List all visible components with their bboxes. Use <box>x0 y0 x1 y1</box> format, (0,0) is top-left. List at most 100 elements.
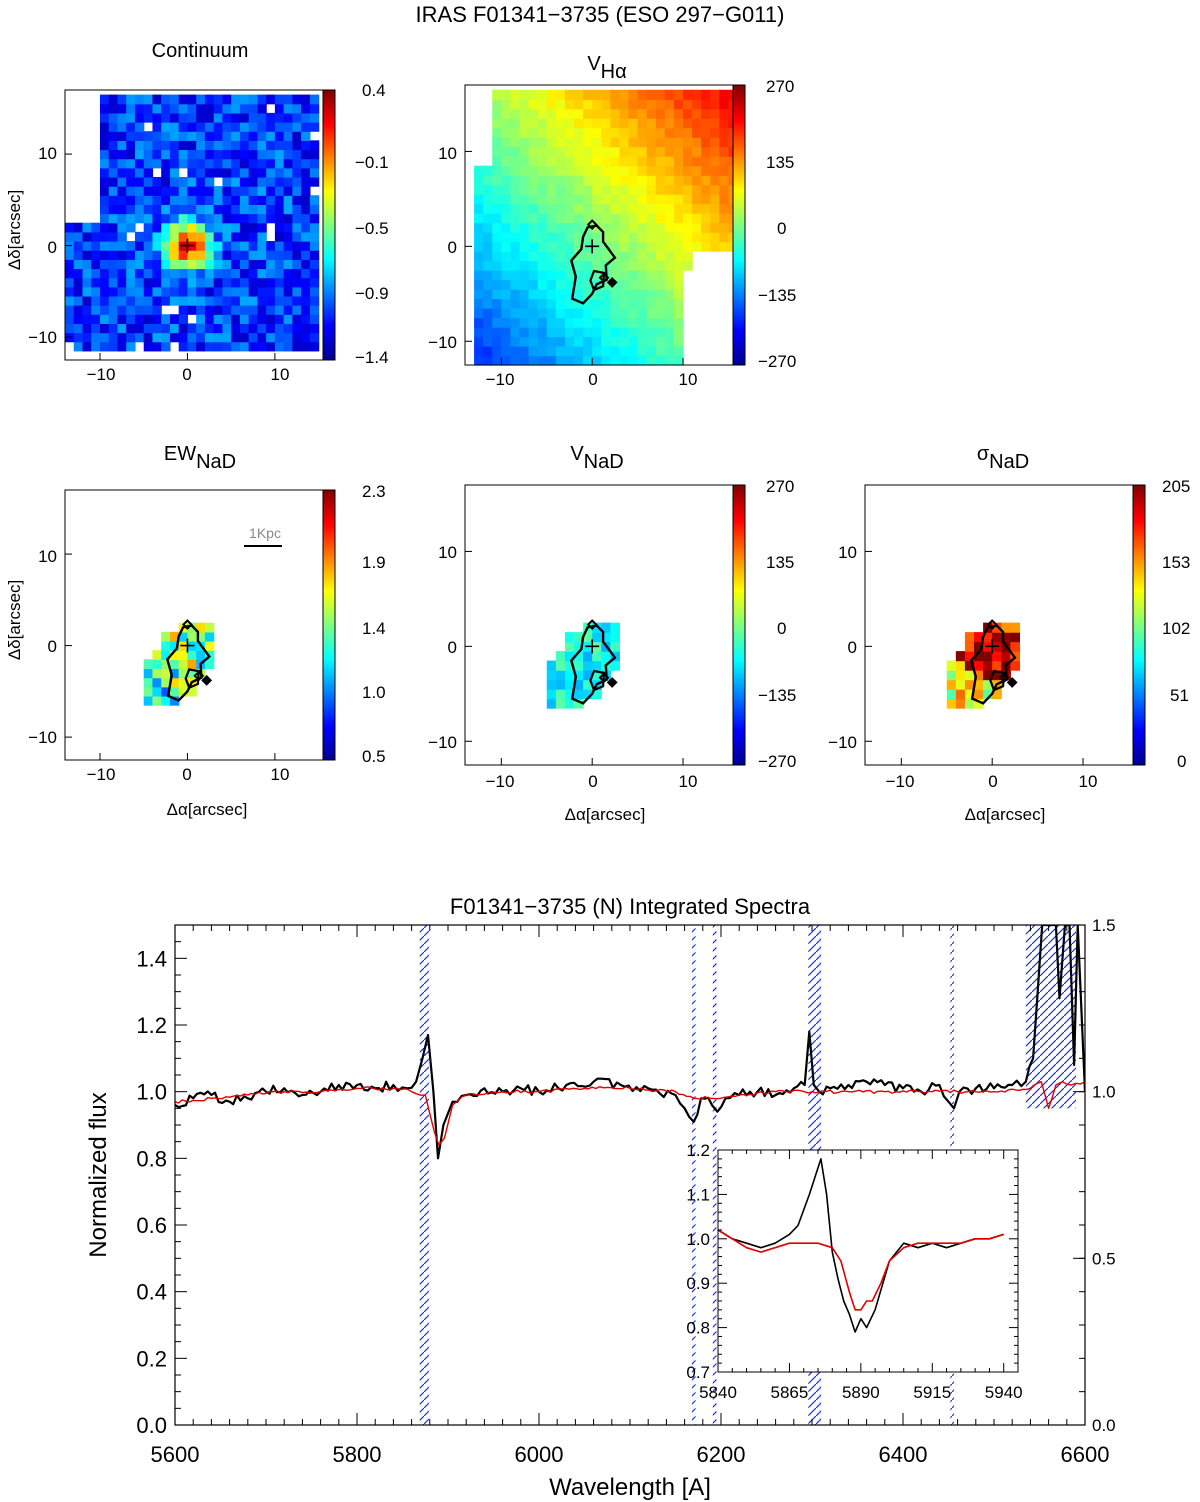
map-cell-59 <box>99 323 110 334</box>
map-cell-372 <box>91 222 101 233</box>
map-cell-97 <box>519 317 530 328</box>
knot-marker-southeast <box>606 677 618 688</box>
map-cell-237 <box>161 268 171 279</box>
map-cell-410 <box>619 203 630 214</box>
map-cell-519 <box>99 167 110 178</box>
map-cell-60 <box>108 323 119 334</box>
map-cell-715 <box>619 99 630 110</box>
map-cell-663 <box>637 118 648 129</box>
map-cell-628 <box>564 127 575 138</box>
map-cell-126 <box>574 308 584 319</box>
map-cell-164 <box>283 295 293 306</box>
map-cell-394 <box>474 203 484 214</box>
map-cell-277 <box>683 251 693 262</box>
map-cell-83 <box>601 327 611 338</box>
map-cell-556 <box>646 156 657 167</box>
map-cell-176 <box>134 286 145 297</box>
map-cell-440 <box>266 204 276 215</box>
map-cell-623 <box>152 131 162 141</box>
map-cell-389 <box>248 222 259 233</box>
map-cell-315 <box>82 241 92 251</box>
map-cell-453 <box>483 184 493 195</box>
map-cell-489 <box>546 175 557 186</box>
map-cell-11 <box>152 677 162 688</box>
velocity-halpha-colorbar: 270 135 0 −135 −270 <box>732 77 796 371</box>
map-cell-576 <box>583 146 593 157</box>
map-cell-530 <box>655 165 666 176</box>
map-cell-553 <box>196 158 206 169</box>
map-cell-681 <box>239 112 250 123</box>
map-cell-194 <box>292 286 302 297</box>
map-cell-662 <box>292 122 302 132</box>
map-cell-605 <box>213 140 224 151</box>
map-cell-179 <box>637 289 648 300</box>
map-cell-5 <box>519 355 530 366</box>
ew-nad-contours <box>165 619 213 702</box>
map-cell-38 <box>161 641 171 651</box>
spectrum-right-tick-0: 0.0 <box>1092 1416 1116 1435</box>
map-cell-204 <box>126 277 136 288</box>
map-cell-519 <box>555 165 566 176</box>
map-cell-85 <box>73 314 84 324</box>
velocity-halpha-cbar-tick-2: 135 <box>766 153 794 172</box>
map-cell-420 <box>710 203 720 214</box>
map-cell-2 <box>161 695 171 706</box>
map-cell-376 <box>126 222 136 233</box>
map-cell-365 <box>283 231 293 242</box>
map-cell-281 <box>501 241 512 252</box>
map-cell-375 <box>564 213 575 224</box>
map-cell-282 <box>301 259 311 270</box>
map-cell-344 <box>546 222 557 233</box>
map-cell-491 <box>274 186 285 196</box>
map-cell-634 <box>248 131 259 141</box>
continuum-y-axis-label: Δδ[arcsec] <box>5 190 24 270</box>
map-cell-302 <box>692 241 702 252</box>
map-cell-319 <box>117 241 127 251</box>
knot-marker-north <box>586 619 598 630</box>
map-cell-41 <box>637 346 648 357</box>
map-cell-2 <box>91 341 101 352</box>
map-cell-11 <box>955 679 966 690</box>
map-cell-738 <box>583 89 593 100</box>
map-cell-361 <box>701 222 711 233</box>
map-cell-642 <box>108 122 119 132</box>
map-cell-419 <box>701 203 711 214</box>
map-cell-376 <box>574 213 584 224</box>
map-cell-721 <box>161 94 171 105</box>
map-cell-169 <box>546 289 557 300</box>
map-cell-9 <box>161 341 171 352</box>
map-cell-380 <box>169 222 180 233</box>
map-cell-265 <box>574 251 584 262</box>
map-cell-209 <box>169 277 180 288</box>
map-cell-557 <box>231 158 241 169</box>
map-cell-230 <box>474 260 484 271</box>
spectrum-y-axis-label: Normalized flux <box>85 1092 112 1257</box>
map-cell-12 <box>161 677 171 688</box>
map-cell-631 <box>222 131 232 141</box>
map-cell-264 <box>564 251 575 262</box>
map-cell-446 <box>683 194 693 205</box>
map-cell-296 <box>637 241 648 252</box>
map-cell-231 <box>108 268 119 279</box>
map-cell-116 <box>483 308 493 319</box>
sigma-nad-y-tick-1: −10 <box>828 733 857 752</box>
map-cell-751 <box>701 89 711 100</box>
map-cell-516 <box>292 176 302 187</box>
map-cell-4 <box>108 341 119 352</box>
map-cell-242 <box>204 268 215 279</box>
map-cell-423 <box>474 194 484 205</box>
map-cell-611 <box>655 137 666 148</box>
map-cell-207 <box>152 277 162 288</box>
map-cell-486 <box>519 175 530 186</box>
map-cell-157 <box>646 298 657 309</box>
map-cell-451 <box>143 195 154 205</box>
map-cell-314 <box>537 232 548 243</box>
map-cell-395 <box>309 222 320 233</box>
map-cell-1 <box>555 698 566 709</box>
map-cell-474 <box>126 186 136 196</box>
map-cell-32 <box>117 332 127 343</box>
map-cell-236 <box>152 268 162 279</box>
map-cell-35 <box>143 332 154 343</box>
map-cell-454 <box>169 195 180 205</box>
spectrum-x-tick-0: 5600 <box>151 1442 200 1467</box>
